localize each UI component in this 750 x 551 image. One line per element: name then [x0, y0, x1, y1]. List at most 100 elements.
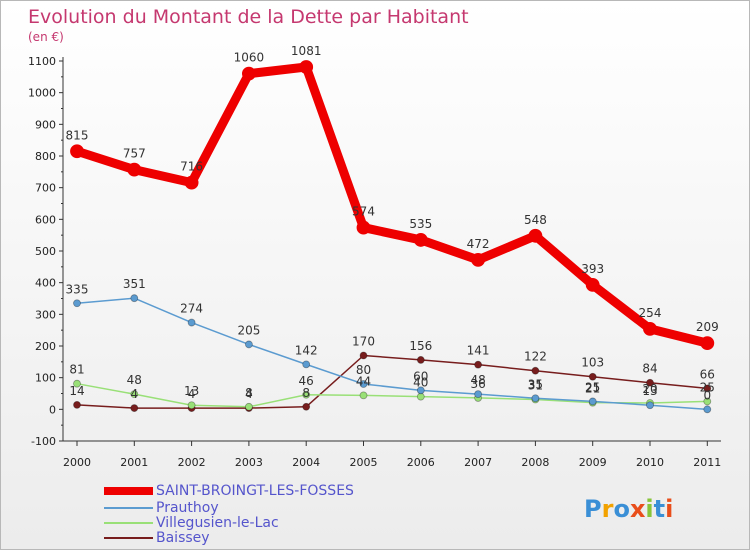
series-point-3 — [646, 378, 654, 387]
series-point-3 — [302, 402, 311, 411]
data-label-2: 8 — [245, 386, 253, 400]
data-label-1: 80 — [356, 363, 371, 377]
series-point-0 — [585, 277, 600, 292]
y-tick-label: -100 — [31, 435, 56, 448]
data-label-1: 0 — [703, 388, 711, 402]
y-tick-label: 400 — [35, 277, 56, 290]
data-label-0: 574 — [352, 205, 375, 219]
legend-label: SAINT-BROINGT-LES-FOSSES — [156, 483, 354, 499]
data-label-1: 25 — [585, 380, 600, 394]
x-tick-label: 2008 — [521, 456, 549, 469]
data-label-1: 274 — [180, 302, 203, 316]
data-label-0: 1060 — [234, 51, 265, 65]
series-point-3 — [588, 372, 597, 381]
data-label-0: 393 — [581, 262, 604, 276]
series-point-3 — [73, 400, 81, 409]
x-tick-label: 2009 — [579, 456, 607, 469]
series-point-2 — [73, 379, 81, 388]
data-label-3: 66 — [700, 367, 715, 381]
data-label-2: 46 — [299, 374, 314, 388]
data-label-2: 81 — [69, 363, 84, 377]
x-tick-label: 2011 — [693, 456, 721, 469]
legend: SAINT-BROINGT-LES-FOSSESPrauthoyVillegus… — [104, 483, 354, 546]
series-layer — [70, 60, 715, 414]
data-label-3: 8 — [302, 386, 310, 400]
legend-label: Baissey — [156, 530, 210, 546]
data-label-0: 209 — [696, 320, 719, 334]
x-tick-label: 2006 — [407, 456, 435, 469]
series-point-0 — [413, 233, 428, 247]
y-tick-label: 500 — [35, 245, 56, 258]
data-label-3: 4 — [188, 387, 196, 401]
data-label-3: 4 — [245, 387, 253, 401]
series-point-0 — [70, 144, 84, 159]
x-tick-label: 2001 — [120, 456, 148, 469]
data-label-3: 14 — [69, 384, 84, 398]
data-label-3: 84 — [642, 362, 657, 376]
x-tick-label: 2007 — [464, 456, 492, 469]
series-line-0 — [72, 62, 712, 348]
x-tick-label: 2003 — [235, 456, 263, 469]
data-label-2: 13 — [184, 384, 199, 398]
series-point-3 — [130, 404, 139, 412]
legend-label: Prauthoy — [156, 500, 219, 516]
series-point-0 — [700, 336, 715, 351]
series-point-2 — [187, 401, 196, 410]
y-tick-label: 300 — [35, 308, 56, 321]
data-label-2: 40 — [413, 376, 428, 390]
series-point-2 — [244, 402, 253, 411]
series-point-3 — [531, 366, 540, 375]
series-point-2 — [359, 391, 368, 400]
series-point-0 — [528, 228, 543, 243]
series-point-0 — [299, 60, 314, 74]
data-label-3: 122 — [524, 350, 547, 364]
data-label-0: 254 — [639, 306, 662, 320]
data-label-0: 535 — [409, 217, 432, 231]
series-point-1 — [187, 318, 196, 327]
data-label-1: 48 — [470, 373, 485, 387]
y-tick-label: 600 — [35, 213, 56, 226]
data-label-1: 35 — [528, 377, 543, 391]
series-point-1 — [588, 397, 597, 406]
series-point-3 — [359, 351, 368, 360]
data-label-3: 156 — [409, 339, 432, 353]
series-point-3 — [416, 356, 425, 364]
series-point-1 — [73, 299, 81, 308]
series-point-0 — [643, 321, 657, 336]
series-point-2 — [130, 390, 139, 399]
x-tick-label: 2000 — [63, 456, 91, 469]
chart-subtitle: (en €) — [28, 30, 64, 44]
series-point-1 — [531, 394, 540, 403]
data-label-0: 716 — [180, 160, 203, 174]
series-point-1 — [302, 360, 311, 369]
series-line-1 — [76, 297, 709, 411]
data-label-1: 13 — [642, 384, 657, 398]
data-label-2: 36 — [470, 377, 485, 391]
chart-title: Evolution du Montant de la Dette par Hab… — [28, 6, 469, 28]
proxiti-logo: Proxiti — [584, 495, 673, 523]
x-ticks: 2000 2001 2002 2003 2004 2005 2006 2007 2008 2009… — [63, 441, 721, 469]
data-label-0: 815 — [66, 128, 89, 142]
series-point-1 — [646, 401, 654, 410]
data-label-2: 21 — [585, 382, 600, 396]
data-label-2: 20 — [642, 382, 657, 396]
data-label-1: 335 — [66, 282, 89, 296]
y-tick-label: 200 — [35, 340, 56, 353]
data-label-1: 142 — [295, 343, 318, 357]
legend-label: Villegusien-le-Lac — [156, 515, 279, 531]
data-label-3: 170 — [352, 335, 375, 349]
series-point-1 — [416, 386, 425, 395]
data-label-0: 548 — [524, 213, 547, 227]
data-label-1: 205 — [237, 323, 260, 337]
series-point-0 — [356, 220, 371, 235]
data-label-3: 103 — [581, 356, 604, 370]
data-label-2: 25 — [700, 380, 715, 394]
y-ticks: -100 0 100 200 300 400 500 600 700 800 900 1000 1100 — [28, 55, 63, 448]
series-point-1 — [244, 340, 253, 349]
data-label-2: 31 — [528, 379, 543, 393]
series-point-2 — [703, 397, 712, 406]
series-point-2 — [302, 390, 311, 399]
